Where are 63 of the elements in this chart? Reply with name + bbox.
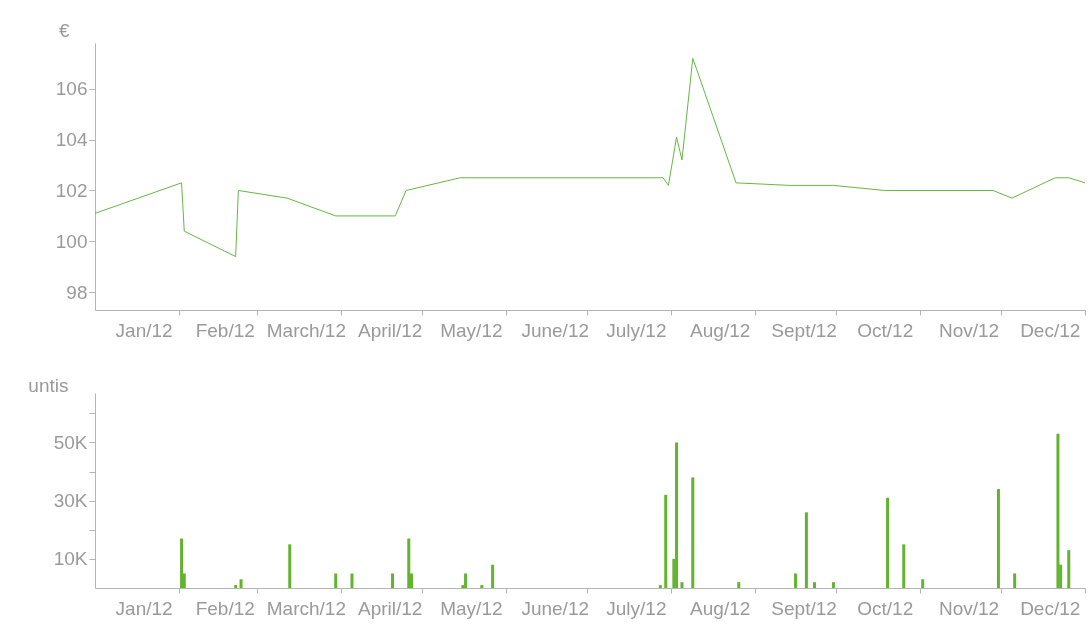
x-tick-label: Aug/12 [690,319,751,341]
x-tick-label: Feb/12 [195,597,255,619]
bar [680,582,684,588]
x-tick-label: Feb/12 [195,319,255,341]
bar [664,494,668,588]
bar [813,582,817,588]
bar [737,582,741,588]
x-tick-label: May/12 [440,319,503,341]
bar [288,544,292,588]
y-tick-label: 102 [55,179,88,201]
y-tick-label: 98 [66,281,88,303]
x-tick-label: Sept/12 [771,319,837,341]
y-axis-title: untis [28,374,69,396]
y-tick-label: 30K [53,490,88,512]
bar [921,579,925,588]
x-tick-label: March/12 [266,319,346,341]
line-series [94,57,1086,258]
x-tick-label: May/12 [440,597,503,619]
x-tick-label: April/12 [358,597,423,619]
bar [658,585,662,588]
bar [464,573,468,588]
x-tick-label: Nov/12 [938,597,1000,619]
bar [491,564,495,588]
bar [350,573,354,588]
x-tick-label: Sept/12 [771,597,837,619]
bar [180,538,184,588]
x-tick-label: Aug/12 [690,597,751,619]
bar [480,585,484,588]
bar [1067,550,1071,588]
bar [1013,573,1017,588]
bar [239,579,243,588]
y-axis-title: € [58,19,70,41]
bar [691,477,695,588]
bar [391,573,395,588]
bar [407,538,411,588]
bar [1056,433,1060,588]
bar [234,585,238,588]
x-tick-label: Oct/12 [857,597,914,619]
x-tick-label: July/12 [606,597,667,619]
x-tick-label: Dec/12 [1020,319,1081,341]
x-tick-label: March/12 [266,597,346,619]
bar [886,497,890,588]
bar [902,544,906,588]
y-tick-label: 106 [55,78,88,100]
bar [996,489,1000,588]
x-tick-label: July/12 [606,319,667,341]
x-tick-label: April/12 [358,319,423,341]
bar [794,573,798,588]
y-tick-label: 100 [55,230,88,252]
x-tick-label: Oct/12 [857,319,914,341]
y-tick-label: 50K [53,431,88,453]
x-tick-label: Nov/12 [938,319,1000,341]
x-tick-label: Jan/12 [115,597,173,619]
y-tick-label: 10K [53,548,88,570]
x-tick-label: June/12 [521,319,590,341]
x-tick-label: Dec/12 [1020,597,1081,619]
bar [334,573,338,588]
x-tick-label: Jan/12 [115,319,173,341]
bar [831,582,835,588]
bar [675,442,679,588]
y-tick-label: 104 [55,129,88,151]
bar [804,512,808,588]
x-tick-label: June/12 [521,597,590,619]
